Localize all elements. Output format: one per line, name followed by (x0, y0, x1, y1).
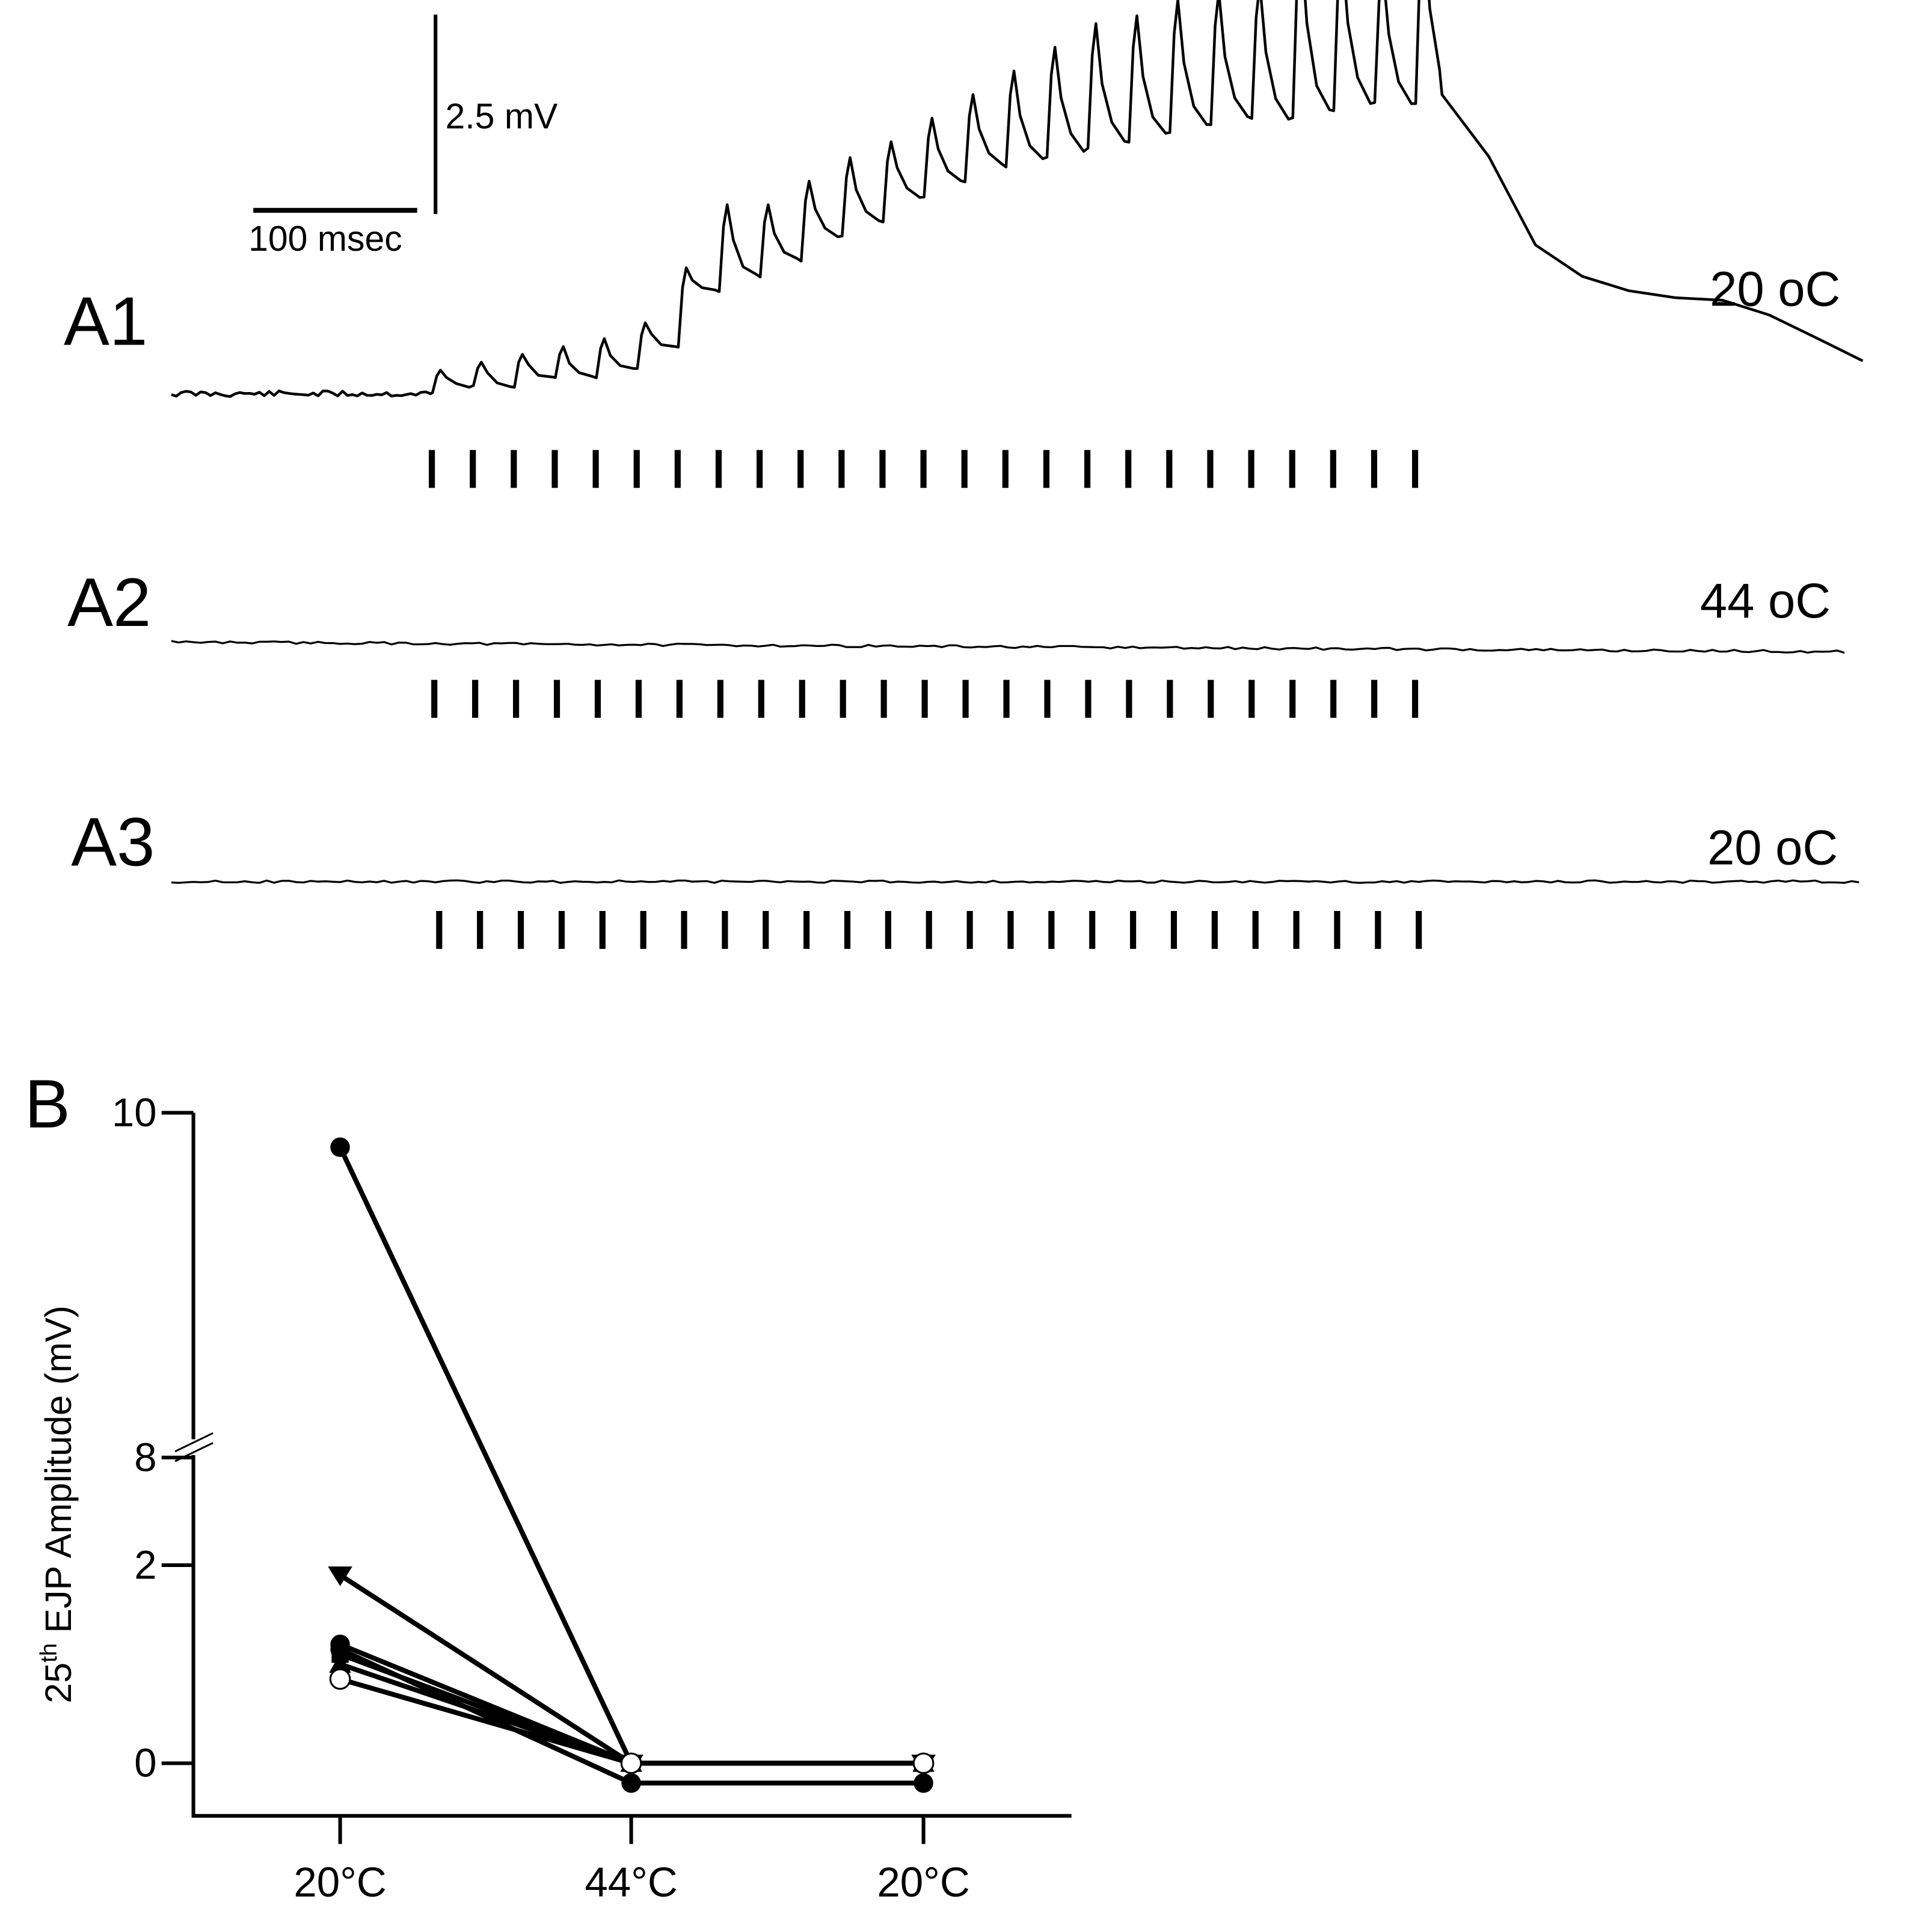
panel-label-a1: A1 (64, 283, 147, 360)
y-axis-line-lower (191, 1455, 1072, 1818)
data-point (328, 1566, 352, 1586)
voltage-traces: A1 20 oC A2 44 oC A3 20 oC (64, 0, 1864, 949)
y-tick-label: 8 (134, 1435, 156, 1480)
time-scale-label: 100 msec (248, 219, 402, 259)
data-point (621, 1773, 641, 1793)
y-axis-label: 25th EJP Amplitude (mV) (36, 1305, 79, 1704)
trace-a1 (171, 0, 1864, 398)
x-tick-label: 20°C (877, 1859, 969, 1906)
x-tick-label: 20°C (293, 1859, 386, 1906)
voltage-scale-label: 2.5 mV (445, 97, 557, 136)
series-line (337, 1146, 924, 1766)
temp-label-a3: 20 oC (1707, 821, 1838, 876)
scale-bar: 2.5 mV 100 msec (248, 14, 558, 259)
data-point (329, 1668, 351, 1690)
panel-b-chart: B 25th EJP Amplitude (mV) 0 2 8 10 20°C 44°C 2… (25, 1066, 1072, 1906)
data-point (329, 1653, 351, 1673)
y-tick-label: 10 (112, 1090, 157, 1135)
data-point (912, 1752, 935, 1774)
panel-label-b: B (25, 1066, 70, 1142)
axis-break-mark (174, 1432, 213, 1453)
temp-label-a1: 20 oC (1710, 262, 1840, 316)
data-point (330, 1639, 350, 1660)
x-tick-label: 44°C (585, 1859, 677, 1906)
series-line (339, 1572, 924, 1766)
trace-a3 (171, 879, 1859, 884)
panel-label-a2: A2 (67, 565, 151, 641)
data-point (620, 1752, 642, 1774)
trace-a2 (171, 640, 1845, 654)
y-tick-label: 2 (134, 1542, 156, 1587)
data-point (914, 1773, 933, 1793)
data-point (330, 1137, 350, 1158)
temp-label-a2: 44 oC (1700, 574, 1831, 628)
series-line (339, 1652, 924, 1766)
y-tick-label: 0 (134, 1741, 156, 1786)
panel-label-a3: A3 (71, 805, 155, 881)
